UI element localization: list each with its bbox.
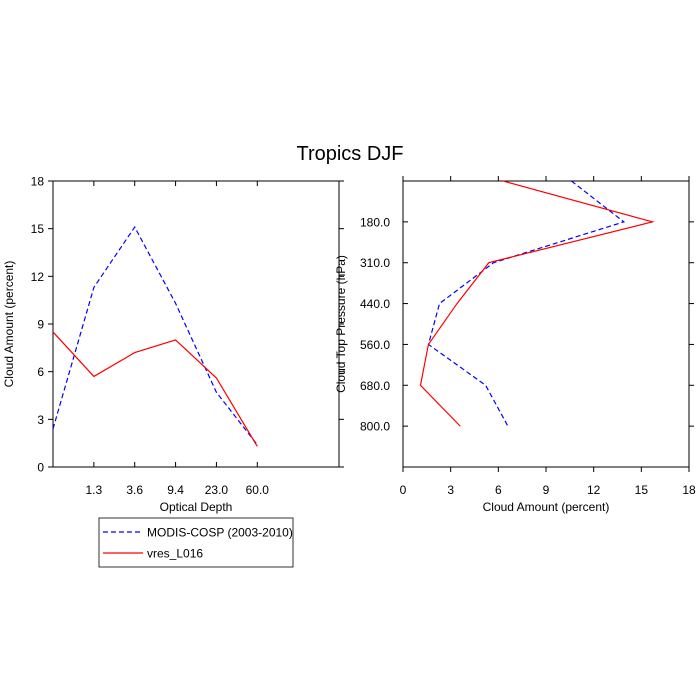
right-series-line-0 [427, 180, 626, 427]
right-x-axis-label: Cloud Amount (percent) [483, 500, 610, 514]
left-x-axis-label: Optical Depth [160, 500, 233, 514]
left-y-tick-label: 18 [31, 175, 45, 189]
right-series-line-1 [419, 180, 655, 427]
right-y-tick-label: 560.0 [360, 338, 390, 352]
right-y-tick-label: 680.0 [360, 379, 390, 393]
legend-label-vres: vres_L016 [147, 547, 203, 561]
left-y-tick-label: 0 [37, 461, 44, 475]
left-y-tick-label: 3 [37, 413, 44, 427]
legend-box [98, 517, 294, 568]
left-plot-frame [52, 180, 340, 468]
right-x-tick-label: 15 [635, 483, 649, 497]
legend: MODIS-COSP (2003-2010) vres_L016 [98, 517, 294, 568]
right-y-tick-label: 310.0 [360, 256, 390, 270]
right-y-axis-label: Cloud Top Pressure (hPa) [334, 255, 348, 393]
left-series-line-0 [52, 225, 258, 446]
right-x-tick-label: 12 [587, 483, 601, 497]
left-ticks: 0 3 6 9 12 15 18 1.3 3.6 9.4 23.0 60.0 [31, 175, 344, 497]
right-y-tick-label: 180.0 [360, 215, 390, 229]
right-x-tick-label: 6 [495, 483, 502, 497]
right-ticks: 0 3 6 9 12 15 18 180.0 310.0 440.0 560.0 680.0 800.0 [360, 176, 696, 497]
right-series-lines [419, 180, 655, 427]
right-x-tick-label: 9 [543, 483, 550, 497]
left-x-tick-label: 9.4 [167, 483, 184, 497]
left-x-tick-label: 1.3 [86, 483, 103, 497]
legend-label-modis: MODIS-COSP (2003-2010) [147, 526, 293, 540]
left-y-tick-label: 9 [37, 318, 44, 332]
right-y-tick-label: 440.0 [360, 297, 390, 311]
left-x-tick-label: 60.0 [246, 483, 270, 497]
left-series-lines [52, 225, 258, 447]
left-y-tick-label: 15 [31, 222, 45, 236]
left-series-line-1 [52, 331, 258, 447]
left-x-tick-label: 23.0 [205, 483, 229, 497]
left-panel: 0 3 6 9 12 15 18 1.3 3.6 9.4 23.0 60.0 Optical Dept… [2, 175, 344, 514]
left-x-tick-label: 3.6 [126, 483, 143, 497]
left-y-tick-label: 6 [37, 365, 44, 379]
right-panel: 0 3 6 9 12 15 18 180.0 310.0 440.0 560.0 680.0 800.0… [334, 176, 696, 514]
right-y-tick-label: 800.0 [360, 420, 390, 434]
right-x-tick-label: 18 [682, 483, 696, 497]
right-x-tick-label: 0 [400, 483, 407, 497]
left-y-tick-label: 12 [31, 270, 45, 284]
right-x-tick-label: 3 [447, 483, 454, 497]
figure-title: Tropics DJF [296, 143, 403, 165]
left-y-axis-label: Cloud Amount (percent) [2, 261, 16, 388]
